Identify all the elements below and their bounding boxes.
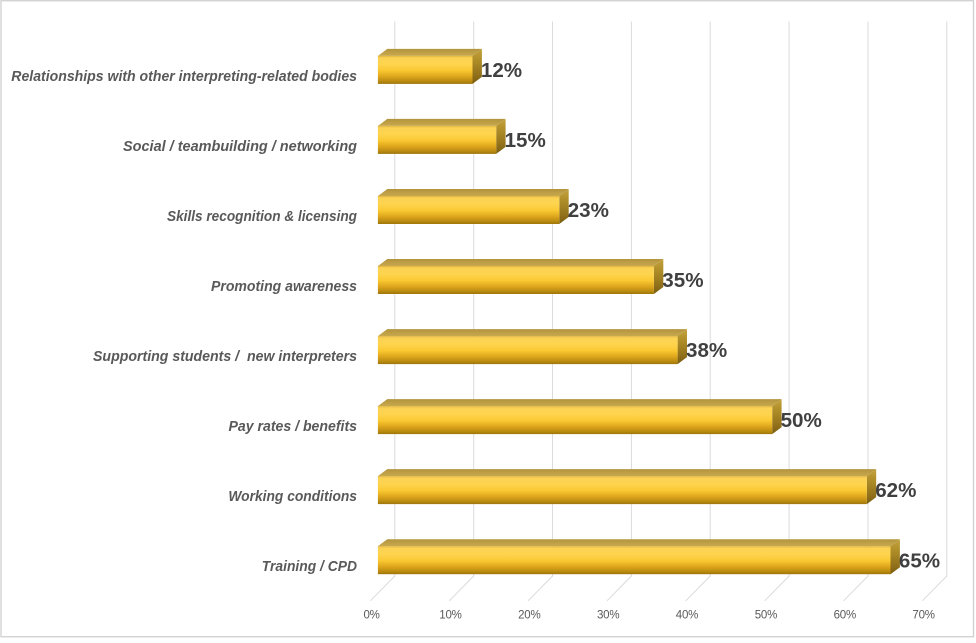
svg-text:60%: 60% [834, 610, 856, 622]
svg-text:Working conditions: Working conditions [228, 488, 357, 505]
svg-text:30%: 30% [597, 610, 619, 622]
svg-text:Skills recognition & licensing: Skills recognition & licensing [167, 208, 357, 225]
svg-text:15%: 15% [505, 129, 546, 152]
svg-text:0%: 0% [363, 610, 379, 622]
svg-text:70%: 70% [912, 610, 934, 622]
svg-text:Supporting students / new int: Supporting students / new interpreters [93, 348, 357, 365]
svg-text:40%: 40% [676, 610, 698, 622]
svg-text:50%: 50% [755, 610, 777, 622]
svg-text:Social / teambuilding / networ: Social / teambuilding / networking [123, 138, 357, 155]
svg-text:50%: 50% [781, 409, 822, 432]
svg-text:35%: 35% [662, 269, 703, 292]
svg-text:Training / CPD: Training / CPD [262, 558, 357, 575]
svg-text:23%: 23% [568, 199, 609, 222]
svg-text:10%: 10% [439, 610, 461, 622]
svg-text:62%: 62% [875, 479, 916, 502]
svg-text:38%: 38% [686, 339, 727, 362]
svg-text:Relationships with other inter: Relationships with other interpreting-re… [11, 68, 357, 85]
svg-text:20%: 20% [518, 610, 540, 622]
svg-text:65%: 65% [899, 549, 940, 572]
svg-text:Promoting awareness: Promoting awareness [211, 278, 357, 295]
svg-text:Pay rates / benefits: Pay rates / benefits [229, 418, 358, 435]
svg-text:12%: 12% [481, 59, 522, 82]
